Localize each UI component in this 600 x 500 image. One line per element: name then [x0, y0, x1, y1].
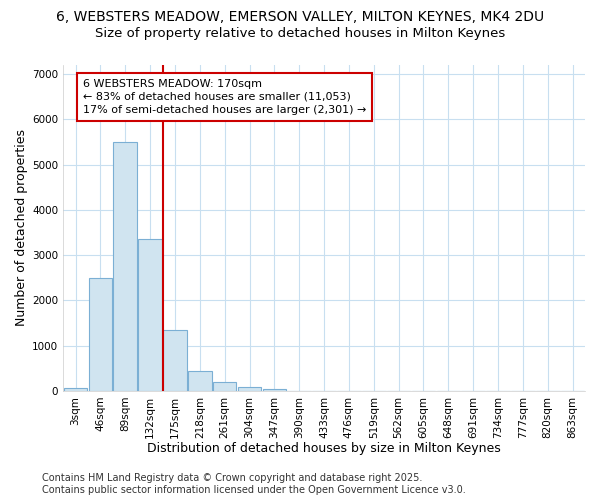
- Bar: [238, 387, 262, 391]
- Y-axis label: Number of detached properties: Number of detached properties: [15, 130, 28, 326]
- X-axis label: Distribution of detached houses by size in Milton Keynes: Distribution of detached houses by size …: [147, 442, 501, 455]
- Bar: [139, 239, 162, 391]
- Text: Size of property relative to detached houses in Milton Keynes: Size of property relative to detached ho…: [95, 28, 505, 40]
- Bar: [89, 278, 112, 391]
- Bar: [263, 390, 286, 391]
- Bar: [163, 330, 187, 391]
- Text: Contains HM Land Registry data © Crown copyright and database right 2025.
Contai: Contains HM Land Registry data © Crown c…: [42, 474, 466, 495]
- Text: 6, WEBSTERS MEADOW, EMERSON VALLEY, MILTON KEYNES, MK4 2DU: 6, WEBSTERS MEADOW, EMERSON VALLEY, MILT…: [56, 10, 544, 24]
- Bar: [113, 142, 137, 391]
- Bar: [188, 372, 212, 391]
- Text: 6 WEBSTERS MEADOW: 170sqm
← 83% of detached houses are smaller (11,053)
17% of s: 6 WEBSTERS MEADOW: 170sqm ← 83% of detac…: [83, 78, 367, 115]
- Bar: [64, 388, 88, 391]
- Bar: [213, 382, 236, 391]
